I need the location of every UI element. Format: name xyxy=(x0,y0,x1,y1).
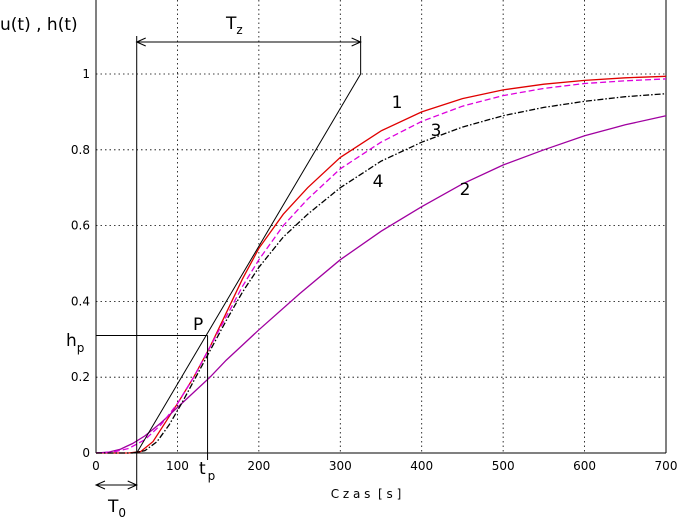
hp-label-main: h xyxy=(66,331,77,351)
y-tick-label: 0.8 xyxy=(71,143,90,157)
x-axis-label: C z a s [ s ] xyxy=(331,487,402,501)
t0-label: T0 xyxy=(107,497,126,520)
series-label-1: 1 xyxy=(392,93,403,113)
y-tick-label: 0.6 xyxy=(71,219,90,233)
tp-label-sub: p xyxy=(208,469,216,483)
t0-arrow-right-arrowhead xyxy=(127,480,138,490)
tz-label: Tz xyxy=(225,14,243,37)
x-tick-label: 200 xyxy=(247,459,270,473)
tangent-line xyxy=(136,73,362,454)
series-label-4: 4 xyxy=(373,172,384,192)
y-axis-label: u(t) , h(t) xyxy=(0,15,78,35)
series-line-3 xyxy=(95,78,667,454)
y-tick-label: 0 xyxy=(82,446,90,460)
series-line-1 xyxy=(96,75,667,454)
series-group: 1 2 3 4 xyxy=(95,75,667,454)
series-line-2 xyxy=(95,115,667,454)
hp-label: hp xyxy=(66,331,84,355)
tp-label-main: t xyxy=(199,459,206,479)
series-label-3: 3 xyxy=(431,121,442,141)
tz-arrow-right-arrowhead xyxy=(351,37,362,47)
t0-label-main: T xyxy=(107,497,119,517)
x-tick-label: 400 xyxy=(410,459,433,473)
x-tick-label: 700 xyxy=(655,459,678,473)
series-label-2: 2 xyxy=(460,180,471,200)
t0-label-sub: 0 xyxy=(118,506,126,520)
y-tick-label: 0.4 xyxy=(71,294,90,308)
x-tick-label: 300 xyxy=(329,459,352,473)
x-tick-label: 600 xyxy=(573,459,596,473)
y-tick-label: 0.2 xyxy=(71,370,90,384)
grid: 0 100 200 300 400 500 600 700 0 0.2 0.4 0.6 0.8 1 xyxy=(71,0,678,473)
y-tick-label: 1 xyxy=(82,67,90,81)
hp-label-sub: p xyxy=(77,341,85,355)
t0-arrow-left-arrowhead xyxy=(94,480,106,490)
x-tick-label: 0 xyxy=(92,459,100,473)
x-tick-label: 100 xyxy=(166,459,189,473)
tz-label-main: T xyxy=(225,14,237,34)
point-p-label: P xyxy=(193,315,203,335)
series-line-4 xyxy=(96,93,667,454)
x-tick-label: 500 xyxy=(492,459,515,473)
tz-label-sub: z xyxy=(236,23,242,37)
tz-arrow-left-arrowhead xyxy=(135,37,146,47)
